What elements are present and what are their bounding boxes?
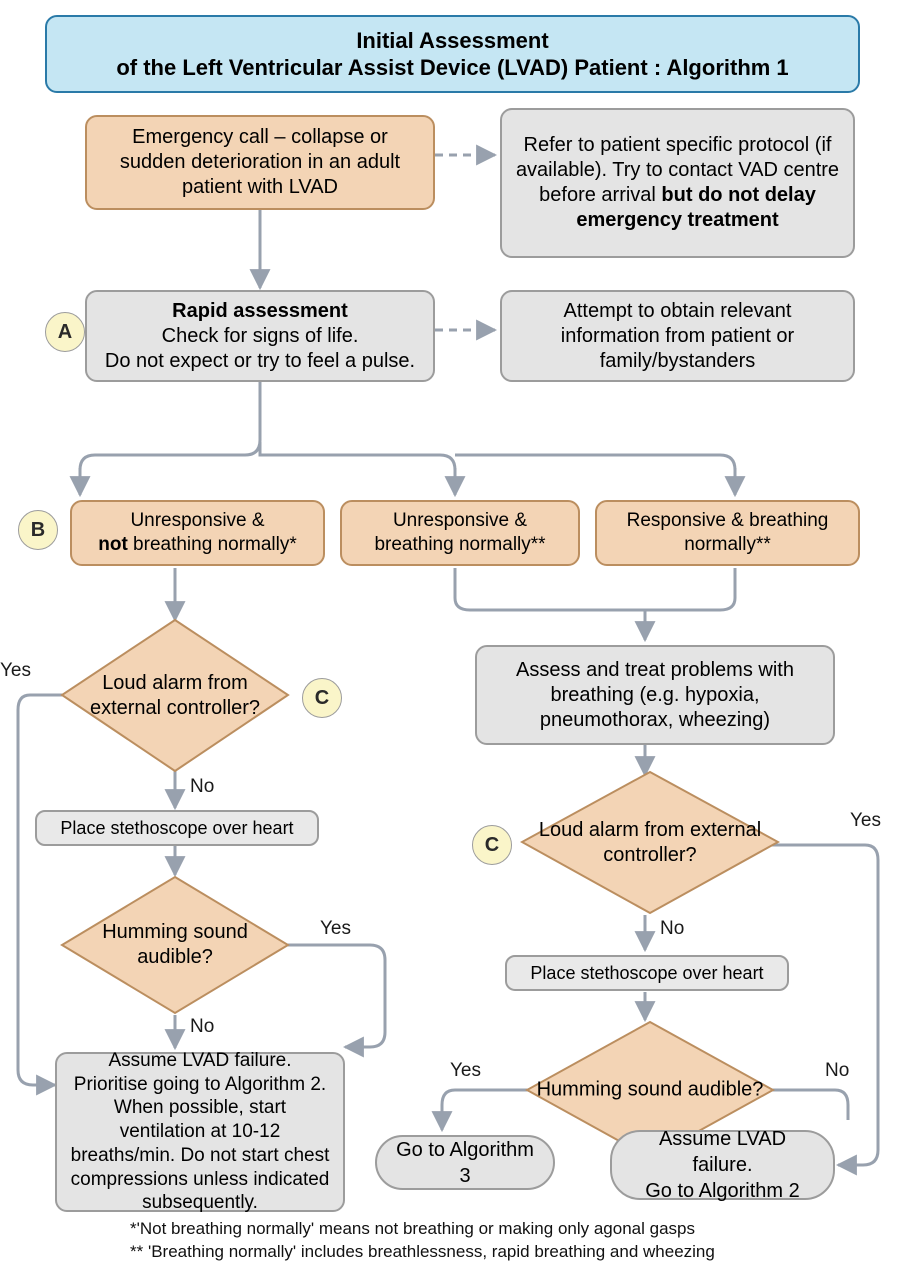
branch-responsive-breathing: Responsive & breathing normally**	[595, 500, 860, 566]
right-stethoscope-box: Place stethoscope over heart	[505, 955, 789, 991]
edge-no-left-humming: No	[190, 1016, 214, 1038]
emergency-call-box: Emergency call – collapse or sudden dete…	[85, 115, 435, 210]
edge-yes-left-humming: Yes	[320, 918, 351, 940]
edge-yes-left-alarm: Yes	[0, 660, 31, 682]
circle-label-a: A	[45, 312, 85, 352]
edge-no-right-alarm: No	[660, 918, 684, 940]
edge-yes-right-humming: Yes	[450, 1060, 481, 1082]
title-line-2: of the Left Ventricular Assist Device (L…	[116, 54, 788, 82]
edge-no-left-alarm: No	[190, 776, 214, 798]
protocol-ref-box: Refer to patient specific protocol (if a…	[500, 108, 855, 258]
edge-yes-right-alarm: Yes	[850, 810, 881, 832]
circle-label-c-right: C	[472, 825, 512, 865]
goto-algorithm-3: Go to Algorithm 3	[375, 1135, 555, 1190]
branch-unresponsive-breathing: Unresponsive & breathing normally**	[340, 500, 580, 566]
left-stethoscope-box: Place stethoscope over heart	[35, 810, 319, 846]
assess-breathing-box: Assess and treat problems with breathing…	[475, 645, 835, 745]
protocol-ref-text: Refer to patient specific protocol (if a…	[514, 133, 841, 233]
rapid-assessment-title: Rapid assessment	[172, 300, 348, 322]
assume-failure-box: Assume LVAD failure. Prioritise going to…	[55, 1052, 345, 1212]
obtain-info-text: Attempt to obtain relevant information f…	[514, 299, 841, 374]
rapid-assessment-l1: Check for signs of life.	[162, 324, 359, 349]
circle-label-c-left: C	[302, 678, 342, 718]
left-humming-text: Humming sound audible?	[60, 920, 290, 970]
footnote-1: *'Not breathing normally' means not brea…	[130, 1218, 850, 1241]
rapid-assessment-l2: Do not expect or try to feel a pulse.	[105, 349, 415, 374]
rapid-assessment-box: Rapid assessment Check for signs of life…	[85, 290, 435, 382]
circle-label-b: B	[18, 510, 58, 550]
left-humming-diamond: Humming sound audible?	[60, 875, 290, 1015]
obtain-info-box: Attempt to obtain relevant information f…	[500, 290, 855, 382]
right-alarm-diamond: Loud alarm from external controller?	[520, 770, 780, 915]
title-box: Initial Assessment of the Left Ventricul…	[45, 15, 860, 93]
emergency-call-text: Emergency call – collapse or sudden dete…	[99, 125, 421, 200]
right-alarm-text: Loud alarm from external controller?	[520, 818, 780, 868]
left-alarm-diamond: Loud alarm from external controller?	[60, 618, 290, 773]
flowchart-canvas: Initial Assessment of the Left Ventricul…	[0, 0, 903, 1280]
edge-no-right-humming: No	[825, 1060, 849, 1082]
title-line-1: Initial Assessment	[116, 27, 788, 55]
footnote-2: ** 'Breathing normally' includes breathl…	[130, 1241, 850, 1264]
left-alarm-text: Loud alarm from external controller?	[60, 671, 290, 721]
branch-unresponsive-not-breathing: Unresponsive & not breathing normally*	[70, 500, 325, 566]
footnotes: *'Not breathing normally' means not brea…	[130, 1218, 850, 1264]
right-humming-text: Humming sound audible?	[525, 1078, 775, 1103]
goto-algorithm-2: Assume LVAD failure. Go to Algorithm 2	[610, 1130, 835, 1200]
